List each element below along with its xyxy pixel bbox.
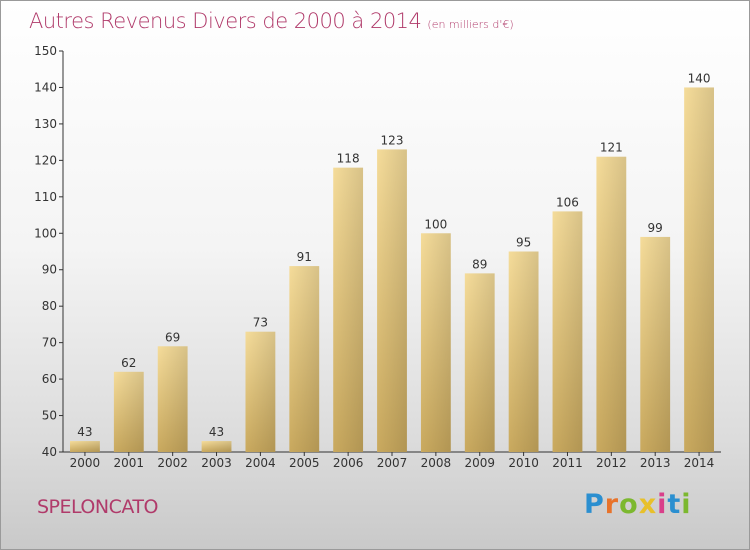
chart-title-text: Autres Revenus Divers de 2000 à 2014: [29, 9, 422, 33]
x-tick-label: 2012: [596, 456, 627, 470]
y-tick-label: 140: [34, 80, 57, 94]
bar-shade: [596, 156, 627, 452]
bar-value-label: 118: [337, 152, 360, 166]
y-tick-label: 130: [34, 117, 57, 131]
bar-value-label: 73: [253, 316, 268, 330]
x-tick-label: 2006: [333, 456, 364, 470]
axes: 40 50 60 70 80 90 100 110 120 130 140 150 2000 2001 20…: [34, 44, 721, 470]
x-tick-label: 2003: [201, 456, 232, 470]
logo-letter: i: [657, 489, 668, 520]
logo-letter: P: [584, 489, 605, 520]
bar-value-label: 95: [516, 236, 531, 250]
bar-value-label: 43: [209, 425, 224, 439]
bar-shade: [552, 211, 583, 452]
x-tick-label: 2001: [114, 456, 145, 470]
logo-letter: r: [604, 489, 620, 520]
bar-shade: [640, 236, 671, 452]
logo-letter: t: [667, 489, 682, 520]
bar-value-label: 123: [381, 133, 404, 147]
x-tick-label: 2004: [245, 456, 276, 470]
bar-value-label: 62: [121, 356, 136, 370]
bar-value-label: 69: [165, 330, 180, 344]
y-tick-label: 100: [34, 226, 57, 240]
bar-shade: [464, 273, 495, 452]
chart-title: Autres Revenus Divers de 2000 à 2014 (en …: [29, 9, 514, 33]
commune-name: SPELONCATO: [37, 496, 158, 518]
bars: [70, 87, 714, 453]
y-tick-label: 120: [34, 153, 57, 167]
bar-value-label: 106: [556, 195, 579, 209]
bar-value-label: 121: [600, 141, 623, 155]
bar-value-label: 43: [77, 425, 92, 439]
y-tick-label: 150: [34, 44, 57, 58]
y-tick-label: 110: [34, 190, 57, 204]
bar-value-label: 99: [648, 221, 663, 235]
bar-shade: [245, 331, 276, 452]
bar-shade: [289, 266, 320, 452]
bar-value-label: 89: [472, 257, 487, 271]
y-tick-label: 60: [42, 372, 57, 386]
bar-shade: [113, 371, 144, 452]
x-tick-label: 2014: [684, 456, 715, 470]
logo-letter: o: [619, 489, 639, 520]
bar-shade: [70, 441, 100, 452]
x-tick-label: 2010: [508, 456, 539, 470]
x-tick-label: 2013: [640, 456, 671, 470]
bar-shade: [157, 346, 188, 452]
bar-shade: [420, 233, 451, 452]
x-tick-label: 2011: [552, 456, 583, 470]
x-tick-label: 2005: [289, 456, 320, 470]
y-tick-label: 80: [42, 299, 57, 313]
y-tick-label: 40: [42, 445, 57, 459]
bar-shade: [201, 441, 232, 452]
bar-value-label: 100: [424, 217, 447, 231]
logo-letter: x: [638, 489, 658, 520]
y-tick-label: 90: [42, 263, 57, 277]
bar-shade: [684, 87, 714, 453]
bar-value-label: 140: [688, 71, 711, 85]
x-tick-label: 2008: [421, 456, 452, 470]
chart-unit-note: (en milliers d'€): [427, 18, 514, 31]
bar-shade: [508, 251, 539, 452]
bar-shade: [377, 149, 407, 452]
bar-value-label: 91: [297, 250, 312, 264]
x-tick-label: 2009: [464, 456, 495, 470]
proxiti-logo: Proxiti: [584, 489, 692, 520]
x-tick-label: 2007: [377, 456, 408, 470]
value-labels: 43 62 69 43 73 91 118 123 100 89 95 106 121 99 140: [77, 71, 710, 439]
y-tick-label: 70: [42, 336, 57, 350]
x-tick-label: 2002: [157, 456, 188, 470]
y-tick-label: 50: [42, 409, 57, 423]
bar-shade: [333, 167, 364, 452]
logo-letter: i: [681, 489, 692, 520]
x-tick-label: 2000: [70, 456, 101, 470]
